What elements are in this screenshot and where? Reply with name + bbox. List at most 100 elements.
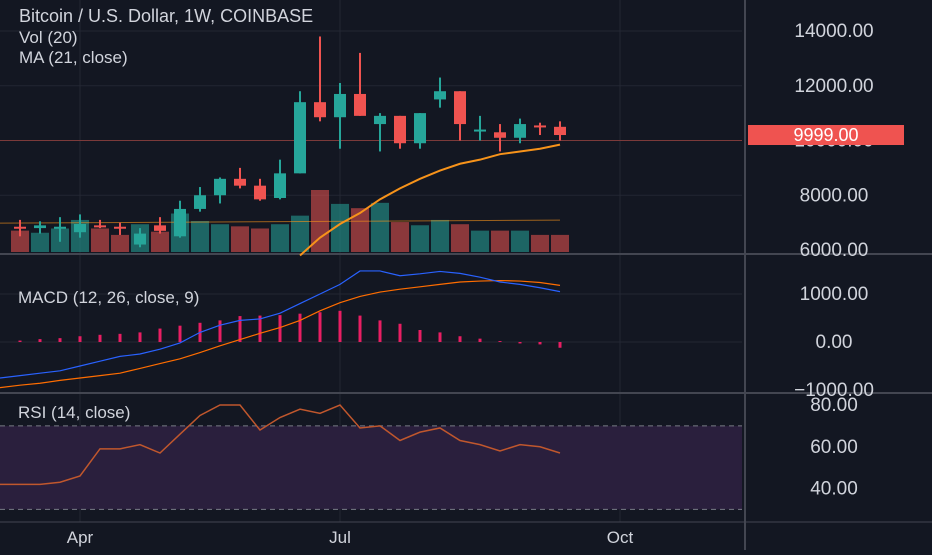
rsi-pane [0, 404, 742, 510]
price-tick-label: 12000.00 [794, 76, 873, 97]
candle-body [114, 226, 126, 229]
candle-body [534, 125, 546, 128]
macd-histogram-bar [338, 310, 342, 342]
volume-bar [451, 224, 469, 252]
volume-bar [191, 221, 209, 252]
macd-histogram-bar [438, 332, 442, 342]
volume-bar [151, 231, 169, 252]
candle-body [134, 233, 146, 245]
rsi-band [0, 425, 742, 510]
volume-bar [411, 225, 429, 252]
volume-bar [551, 234, 569, 252]
candle-body [334, 93, 346, 118]
candle-body [74, 223, 86, 233]
macd-tick-label: −1000.00 [794, 380, 874, 401]
macd-histogram-bar [278, 315, 282, 342]
candles[interactable] [14, 36, 566, 248]
volume-bar [511, 230, 529, 252]
volume-bar [91, 228, 109, 252]
volume-bar [351, 208, 369, 252]
time-tick-label: Jul [329, 528, 351, 547]
candle-body [494, 132, 506, 138]
volume-bar [331, 203, 349, 252]
price-tick-label: 8000.00 [800, 185, 869, 206]
candle-body [154, 225, 166, 231]
volume-ma-line [0, 219, 561, 224]
macd-histogram-bar [218, 320, 222, 342]
candle-body [514, 124, 526, 138]
volume-bar [11, 230, 29, 252]
macd-histogram-bar [518, 342, 522, 344]
candle-body [174, 208, 186, 237]
volume-bar [391, 222, 409, 252]
moving-average [299, 143, 561, 257]
candle-body [214, 178, 226, 196]
rsi-line [0, 404, 561, 486]
candle-body [434, 91, 446, 100]
rsi-tick-label: 60.00 [810, 437, 858, 458]
candle-body [414, 113, 426, 144]
macd-tick-label: 0.00 [816, 332, 853, 353]
candle-body [234, 178, 246, 186]
rsi-tick-label: 40.00 [810, 479, 858, 500]
volume-bar [231, 226, 249, 252]
macd-signal-line [0, 279, 561, 389]
candle-body [14, 226, 26, 229]
macd-histogram-bar [18, 340, 22, 342]
macd-histogram-bar [458, 336, 462, 342]
macd-histogram-bar [58, 338, 62, 342]
volume-indicator-label[interactable]: Vol (20) [19, 28, 78, 47]
macd-histogram-bar [478, 338, 482, 342]
volume-bar [111, 234, 129, 252]
macd-histogram-bar [318, 312, 322, 342]
time-tick-label: Oct [607, 528, 634, 547]
candle-body [274, 173, 286, 198]
volume-bar [31, 232, 49, 252]
time-tick-label: Apr [67, 528, 94, 547]
macd-histogram-bar [418, 330, 422, 342]
volume-bar [531, 234, 549, 252]
rsi-tick-label: 80.00 [810, 395, 858, 416]
macd-histogram-bar [378, 320, 382, 342]
candle-body [374, 115, 386, 125]
macd-histogram-bar [238, 316, 242, 342]
macd-histogram-bar [158, 328, 162, 342]
macd-histogram-bar [118, 333, 122, 342]
candle-body [354, 93, 366, 116]
volume-bar [291, 215, 309, 252]
macd-indicator-label[interactable]: MACD (12, 26, close, 9) [18, 288, 199, 307]
macd-histogram-bar [258, 315, 262, 342]
rsi-indicator-label[interactable]: RSI (14, close) [18, 403, 130, 422]
macd-histogram-bar [538, 342, 542, 345]
volume-bar [491, 230, 509, 252]
macd-histogram-bar [98, 334, 102, 342]
chart-title: Bitcoin / U.S. Dollar, 1W, COINBASE [19, 6, 313, 26]
volume-bar [271, 224, 289, 252]
candle-body [94, 225, 106, 228]
macd-histogram-bar [78, 336, 82, 342]
ma-indicator-label[interactable]: MA (21, close) [19, 48, 128, 67]
macd-histogram-bar [138, 332, 142, 342]
volume-bar [251, 228, 269, 252]
volume-bar [431, 219, 449, 252]
last-price-tag [748, 125, 904, 145]
candle-body [454, 91, 466, 125]
macd-histogram-bar [38, 339, 42, 342]
last-price-label: 9999.00 [793, 125, 858, 145]
volume-bar [211, 224, 229, 252]
price-tick-label: 14000.00 [794, 21, 873, 42]
price-tick-label: 6000.00 [800, 240, 869, 261]
candle-body [54, 226, 66, 229]
macd-tick-label: 1000.00 [800, 284, 869, 305]
macd-histogram-bar [398, 323, 402, 342]
candle-body [294, 102, 306, 174]
macd-histogram-bar [498, 341, 502, 342]
ma-line [299, 143, 561, 257]
macd-histogram-bar [558, 342, 562, 348]
macd-line [0, 270, 561, 379]
macd-pane [0, 270, 562, 389]
candle-body [394, 115, 406, 144]
macd-histogram-bar [298, 313, 302, 342]
